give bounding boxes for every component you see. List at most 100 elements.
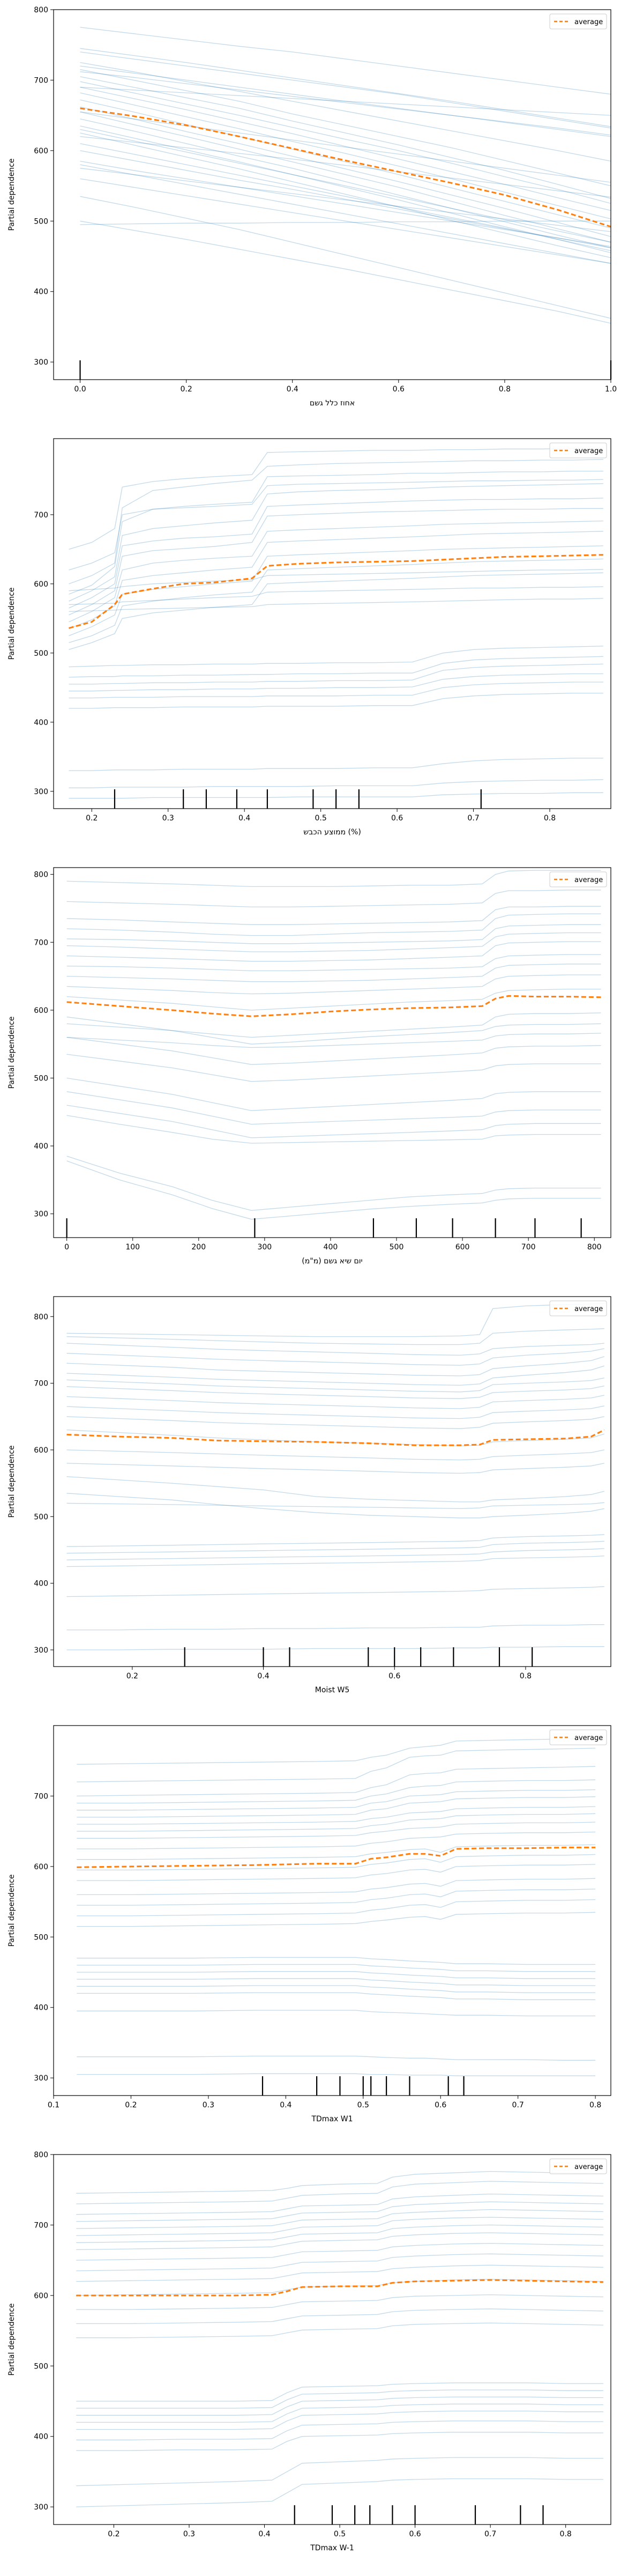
ice-line — [69, 646, 603, 668]
ice-line — [66, 1328, 604, 1345]
ice-line — [76, 2410, 603, 2430]
ice-line — [76, 2232, 603, 2251]
ice-line — [66, 932, 601, 952]
ice-line — [77, 1964, 596, 1972]
x-tick-label: 0.4 — [287, 385, 298, 394]
x-tick-label: 0.2 — [180, 385, 192, 394]
y-tick-label: 700 — [34, 2221, 48, 2230]
average-line — [66, 1429, 605, 1446]
x-tick-label: 0.8 — [544, 814, 556, 823]
legend-label: average — [574, 2163, 603, 2171]
x-tick-label: 0 — [64, 1243, 69, 1252]
ice-line — [76, 2171, 603, 2194]
y-tick-label: 600 — [34, 2292, 48, 2300]
ice-line — [77, 1957, 596, 1965]
ice-line — [77, 1806, 596, 1825]
ice-line — [77, 2073, 596, 2076]
ice-line — [77, 1822, 596, 1839]
x-axis-label: ממוצע הכבש (%) — [303, 828, 361, 837]
y-tick-label: 300 — [34, 358, 48, 367]
ice-line — [77, 1912, 596, 1927]
axes-frame — [53, 1725, 611, 2096]
ice-line — [69, 479, 603, 571]
x-tick-label: 0.5 — [357, 2101, 369, 2109]
legend: average — [549, 13, 607, 29]
ice-line — [69, 545, 603, 636]
ice-line — [66, 1541, 604, 1554]
ice-line — [76, 2209, 603, 2229]
ice-line — [80, 136, 611, 198]
axes-frame — [53, 1296, 611, 1667]
ice-line — [66, 1160, 601, 1220]
ice-line — [69, 470, 603, 595]
ice-line — [66, 1348, 604, 1366]
legend: average — [549, 871, 607, 887]
ice-line — [66, 906, 601, 925]
ice-line — [80, 111, 611, 183]
legend: average — [549, 1729, 607, 1745]
x-axis-label: (מ"מ) יום שיא גשם — [302, 1257, 362, 1265]
y-tick-label: 800 — [34, 2151, 48, 2159]
legend-box — [549, 1300, 607, 1316]
pdp-panel-1: 0.0 0.2 0.4 0.6 0.8 1.0 300 400 500 600 700 800 אחוז… — [8, 6, 617, 408]
axes-frame — [53, 9, 611, 380]
ice-line — [77, 1844, 596, 1860]
y-axis-label: Partial dependence — [8, 158, 16, 231]
ice-line — [80, 27, 611, 95]
legend-label: average — [574, 447, 603, 455]
x-tick-label: 0.6 — [391, 814, 403, 823]
legend-label: average — [574, 1305, 603, 1313]
ice-line — [77, 1748, 596, 1782]
y-tick-label: 500 — [34, 1513, 48, 1521]
ice-line — [80, 106, 611, 237]
y-tick-label: 500 — [34, 1933, 48, 1942]
ice-line — [80, 62, 611, 162]
ice-line — [77, 1899, 596, 1916]
y-axis-label: Partial dependence — [8, 1445, 16, 1518]
ice-line — [66, 924, 601, 944]
ice-line — [69, 558, 603, 643]
x-tick-label: 0.8 — [560, 2530, 572, 2538]
x-tick-label: 100 — [125, 1243, 140, 1252]
ice-line — [76, 2201, 603, 2222]
ice-line — [66, 1091, 601, 1125]
x-tick-label: 0.6 — [409, 2530, 421, 2538]
ice-line — [80, 99, 611, 229]
average-line — [69, 554, 603, 629]
ice-line — [69, 779, 603, 788]
legend-label: average — [574, 876, 603, 884]
ice-line — [80, 125, 611, 254]
x-tick-label: 400 — [324, 1243, 338, 1252]
ice-line — [69, 531, 603, 630]
ice-line — [76, 2420, 603, 2440]
ice-line — [77, 1789, 596, 1811]
ice-line — [69, 673, 603, 692]
ice-line — [66, 1343, 604, 1356]
ice-line — [66, 870, 601, 887]
x-tick-label: 0.3 — [183, 2530, 195, 2538]
ice-line — [76, 2478, 603, 2507]
ice-line — [69, 598, 603, 612]
ice-line — [80, 150, 611, 248]
y-tick-label: 400 — [34, 719, 48, 727]
x-tick-label: 0.4 — [238, 814, 250, 823]
ice-line — [77, 1779, 596, 1804]
ice-line — [77, 1978, 596, 1986]
x-tick-label: 300 — [257, 1243, 272, 1252]
ice-line — [77, 1971, 596, 1979]
ice-line — [66, 913, 601, 936]
x-tick-label: 0.8 — [589, 2101, 601, 2109]
ice-line — [80, 51, 611, 129]
ice-line — [80, 48, 611, 127]
ice-line — [66, 954, 601, 972]
ice-line — [66, 1378, 604, 1393]
ice-line — [77, 1854, 596, 1871]
ice-line — [66, 964, 601, 982]
ice-line — [80, 129, 611, 243]
ice-line — [77, 2055, 596, 2061]
y-tick-label: 400 — [34, 1580, 48, 1588]
legend-box — [549, 2158, 607, 2174]
ice-line — [76, 2264, 603, 2282]
ice-lines — [66, 870, 601, 1220]
y-tick-label: 500 — [34, 217, 48, 226]
